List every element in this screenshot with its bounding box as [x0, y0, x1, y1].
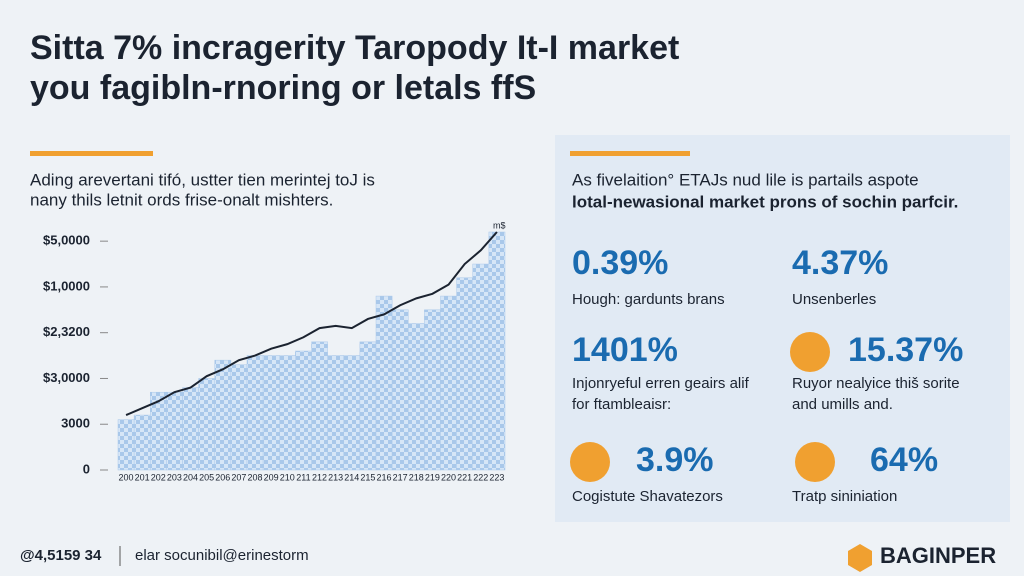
stat-value: 1401% [572, 331, 678, 369]
x-tick-label: 211 [296, 472, 310, 482]
stat-label: Injonryeful erren geairs alif [572, 375, 750, 392]
brand: BAGINPER [880, 543, 996, 568]
bar [214, 359, 232, 471]
title: you fagibln-rnoring or letals ffS [30, 69, 536, 107]
x-tick-label: 214 [344, 472, 359, 482]
footer-text: @4,5159 34 [20, 547, 102, 564]
bar [408, 323, 425, 471]
x-tick-label: 216 [377, 472, 392, 482]
bar [166, 391, 183, 471]
coin-icon [795, 442, 835, 482]
stat-label: Cogistute Shavatezors [572, 488, 723, 505]
x-tick-label: 217 [393, 472, 408, 482]
panel-text: lotal-newasional market prons of sochin … [572, 192, 958, 211]
bar [456, 277, 473, 471]
bar [198, 378, 215, 471]
bar [230, 364, 248, 471]
intro: Adinɡ arevertani tifó, ustter tien merin… [30, 170, 375, 189]
x-tick-label: 204 [183, 472, 198, 482]
x-tick-label: 202 [151, 472, 166, 482]
bar [279, 355, 296, 471]
bar [424, 309, 441, 471]
bar [311, 341, 328, 471]
x-tick-label: 203 [167, 472, 182, 482]
x-tick-label: 221 [457, 472, 472, 482]
x-tick-label: 218 [409, 472, 424, 482]
y-tick-label: $1,0000 [43, 278, 90, 293]
y-tick-label: $2,3200 [43, 324, 90, 339]
bar [262, 355, 280, 471]
x-tick-label: 223 [489, 472, 504, 482]
stat-value: 64% [870, 441, 938, 479]
accent [30, 151, 153, 156]
x-tick-label: 206 [215, 472, 230, 482]
bar [375, 295, 393, 471]
stats: 0.39% Hough: gardunts brans 4.37% Unsenberl… [570, 244, 963, 505]
stat-value: 4.37% [792, 244, 888, 282]
bar [440, 295, 457, 471]
x-tick-label: 222 [473, 472, 488, 482]
bar [359, 341, 377, 471]
panel [555, 135, 1010, 522]
y-tick-label: 3000 [61, 416, 90, 431]
bar [391, 309, 409, 471]
title: Sitta 7% incragerity Taropody It-I marke… [30, 29, 679, 67]
logo [848, 544, 872, 572]
x-tick-label: 213 [328, 472, 343, 482]
line-label: m$ [493, 220, 506, 230]
stat-value: 3.9% [636, 441, 714, 479]
stat-label: Unsenberles [792, 291, 876, 308]
stat-label: Ruyor nealyice thiš sorite [792, 375, 960, 392]
bar [343, 355, 361, 471]
panel-text: As fivelaition° ETAJs nud lile is partai… [572, 170, 919, 189]
x-tick-label: 215 [360, 472, 375, 482]
x-tick-label: 212 [312, 472, 327, 482]
bar [295, 350, 312, 471]
accent [570, 151, 690, 156]
coin-icon [790, 332, 830, 372]
bar [488, 231, 506, 471]
y-tick-label: $3,0000 [43, 370, 90, 385]
x-tick-label: 219 [425, 472, 440, 482]
intro: nany thils letnit ords frise-onalt misht… [30, 190, 333, 209]
x-tick-label: 205 [199, 472, 214, 482]
x-tick-label: 200 [119, 472, 134, 482]
bar [133, 414, 151, 471]
x-tick-label: 209 [264, 472, 279, 482]
bar [182, 387, 199, 471]
stat-value: 15.37% [848, 331, 963, 369]
coin-icon [570, 442, 610, 482]
stat-label: and umills and. [792, 396, 893, 413]
bar [117, 419, 135, 471]
stat-value: 0.39% [572, 244, 668, 282]
x-tick-label: 207 [231, 472, 246, 482]
bar [472, 263, 490, 471]
stat-label: Tratp sininiation [792, 488, 897, 505]
y-tick-label: $5,0000 [43, 233, 90, 248]
stat-label: Hough: gardunts brans [572, 291, 725, 308]
bar [327, 355, 344, 471]
x-tick-label: 210 [280, 472, 295, 482]
trend-line [125, 231, 498, 416]
bar [246, 355, 264, 471]
y-tick-label: 0 [83, 461, 90, 476]
x-tick-label: 220 [441, 472, 456, 482]
footer-text: elar socunibil@erinestorm [135, 547, 309, 564]
stat-label: for ftambleaisr: [572, 396, 671, 413]
x-tick-label: 208 [248, 472, 263, 482]
x-tick-label: 201 [135, 472, 150, 482]
